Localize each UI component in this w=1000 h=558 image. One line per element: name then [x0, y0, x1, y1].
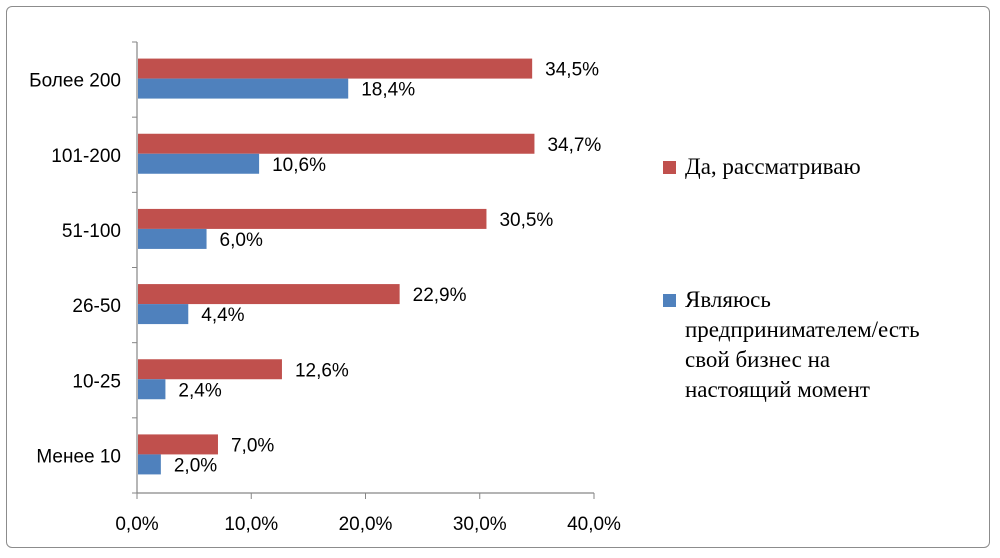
x-tick-label-2: 20,0%: [339, 514, 393, 535]
category-label-4: 10-25: [72, 371, 121, 392]
data-label-s1-0: 18,4%: [361, 80, 415, 101]
bar-s1-2: [138, 228, 207, 249]
category-label-5: Менее 10: [36, 446, 121, 467]
data-label-s1-5: 2,0%: [174, 455, 217, 476]
labels-layer: 34,5% 18,4% Более 200 34,7% 10,6% 101-200 30,5…: [29, 60, 621, 535]
data-label-s1-4: 2,4%: [178, 380, 221, 401]
legend-label-entrepreneur: Являюсь предпринимателем/есть свой бизне…: [685, 285, 985, 405]
bar-s1-4: [138, 379, 166, 400]
data-label-s1-2: 6,0%: [220, 230, 263, 251]
x-tick-label-1: 10,0%: [224, 514, 278, 535]
bar-s1-5: [138, 454, 161, 475]
bars-layer: [138, 58, 535, 475]
bar-s1-0: [138, 78, 349, 99]
chart-frame: [6, 6, 990, 548]
x-tick-label-4: 40,0%: [567, 514, 621, 535]
category-label-2: 51-100: [62, 221, 121, 242]
data-label-s0-1: 34,7%: [547, 135, 601, 156]
legend-label-consider: Да, рассматриваю: [685, 154, 861, 179]
x-tick-label-3: 30,0%: [453, 514, 507, 535]
bar-s0-1: [138, 133, 535, 154]
x-tick-label-0: 0,0%: [115, 514, 158, 535]
bar-s1-3: [138, 304, 189, 325]
legend-line-4: настоящий момент: [685, 377, 870, 402]
legend-swatch-red: [663, 161, 676, 174]
bar-s0-5: [138, 434, 218, 455]
data-label-s1-1: 10,6%: [272, 155, 326, 176]
data-label-s0-2: 30,5%: [499, 210, 553, 231]
category-label-0: Более 200: [29, 71, 121, 92]
bar-s0-0: [138, 58, 533, 79]
data-label-s0-3: 22,9%: [413, 285, 467, 306]
legend-line-3: свой бизнес на: [685, 347, 831, 372]
data-label-s0-0: 34,5%: [545, 60, 599, 81]
category-label-3: 26-50: [72, 296, 121, 317]
data-label-s0-4: 12,6%: [295, 360, 349, 381]
bar-s1-1: [138, 153, 260, 174]
data-label-s0-5: 7,0%: [231, 435, 274, 456]
data-label-s1-3: 4,4%: [201, 305, 244, 326]
category-label-1: 101-200: [51, 146, 121, 167]
legend-line-2: предпринимателем/есть: [685, 317, 920, 342]
legend-swatch-blue: [663, 294, 676, 307]
axes-layer: [132, 41, 595, 499]
bar-s0-2: [138, 208, 487, 229]
bar-s0-3: [138, 284, 400, 305]
legend-line-1: Являюсь: [685, 287, 771, 312]
bar-s0-4: [138, 359, 282, 380]
